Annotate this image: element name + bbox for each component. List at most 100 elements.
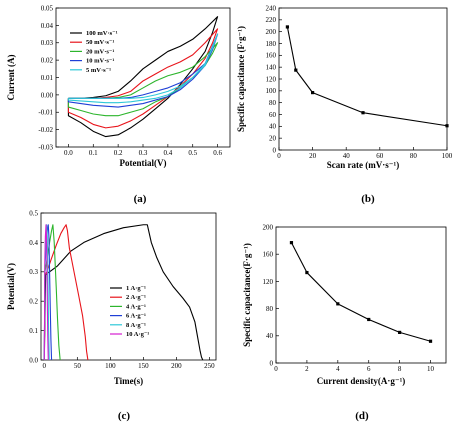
x-axis-label: Scan rate (mV·s⁻¹)	[327, 160, 399, 170]
x-tick-label: 50	[74, 362, 82, 370]
series-line-4	[67, 33, 219, 104]
legend-label: 8 A·g⁻¹	[126, 322, 146, 329]
y-tick-label: 0.2	[29, 298, 38, 306]
legend-label: 5 mV·s⁻¹	[86, 67, 111, 74]
x-tick-label: 100	[442, 152, 453, 160]
data-point	[336, 302, 340, 306]
x-tick-label: 100	[105, 362, 116, 370]
x-tick-label: 6	[367, 365, 371, 373]
y-axis-label: Current (A)	[6, 54, 16, 100]
y-tick-label: 200	[263, 223, 274, 231]
x-tick-label: 0	[277, 152, 281, 160]
data-point	[311, 91, 315, 95]
y-tick-label: 100	[266, 87, 277, 95]
y-tick-label: 0.1	[29, 327, 38, 335]
data-point	[428, 339, 433, 343]
y-axis-label: Specific capacitance(F·g⁻¹)	[242, 243, 252, 347]
y-tick-label: 0.03	[41, 39, 54, 47]
x-tick-label: 0.4	[163, 149, 172, 157]
x-tick-label: 0.3	[139, 149, 148, 157]
x-tick-label: 10	[427, 365, 435, 373]
x-tick-label: 250	[204, 362, 215, 370]
series-line-2	[67, 42, 219, 117]
x-tick-label: 40	[343, 152, 351, 160]
y-tick-label: 40	[266, 332, 274, 340]
series-line-0	[290, 242, 431, 342]
plot-frame	[275, 226, 447, 364]
panel-caption: (d)	[355, 410, 369, 422]
legend-label: 50 mV·s⁻¹	[86, 39, 114, 46]
x-tick-label: 0.5	[188, 149, 197, 157]
series-line-0	[67, 16, 219, 138]
data-point	[398, 330, 402, 334]
y-tick-label: 0.01	[41, 74, 54, 82]
legend-label: 10 mV·s⁻¹	[86, 58, 114, 65]
plot-frame	[278, 7, 448, 151]
y-tick-label: 0.3	[29, 268, 38, 276]
y-tick-label: 120	[263, 278, 274, 286]
y-axis-label: Specific capacitance (F·g⁻¹)	[236, 26, 246, 132]
x-tick-label: 8	[398, 365, 402, 373]
y-axis-label: Potential(V)	[6, 263, 16, 310]
data-point	[361, 111, 365, 115]
legend-label: 6 A·g⁻¹	[126, 313, 146, 320]
y-tick-label: 0.5	[29, 209, 38, 217]
y-tick-label: 200	[266, 28, 277, 36]
y-tick-label: 240	[266, 4, 277, 12]
x-tick-label: 0	[274, 365, 278, 373]
data-point	[294, 68, 298, 72]
x-tick-label: 0.1	[89, 149, 98, 157]
x-tick-label: 60	[376, 152, 384, 160]
x-tick-label: 0.0	[64, 149, 73, 157]
y-tick-label: 120	[266, 75, 277, 83]
series-line-1	[67, 28, 219, 129]
x-tick-label: 4	[336, 365, 340, 373]
panel-c-gcd-curves: 0 50 100 150 200 250 0.0 0.1 0.2 0.3 0.4 0.5 Time(s)…	[6, 209, 217, 422]
series-line-0	[286, 26, 448, 127]
y-tick-label: 180	[266, 40, 277, 48]
data-point	[367, 317, 371, 322]
panel-caption: (c)	[118, 410, 131, 422]
legend-label: 4 A·g⁻¹	[126, 303, 146, 310]
y-tick-label: 0.02	[41, 57, 54, 65]
y-tick-label: 0.00	[41, 91, 54, 99]
plot-frame	[55, 7, 231, 148]
y-tick-label: 60	[269, 111, 277, 119]
y-tick-label: 0.0	[29, 356, 38, 364]
panel-caption: (b)	[361, 193, 375, 205]
y-tick-label: 0.04	[41, 22, 54, 30]
y-tick-label: -0.01	[38, 109, 53, 117]
series-line-2	[43, 224, 61, 361]
series-line-0	[43, 224, 204, 361]
y-tick-label: -0.02	[38, 126, 53, 134]
data-point	[305, 270, 309, 275]
y-tick-label: 220	[266, 16, 277, 24]
legend-label: 2 A·g⁻¹	[126, 294, 146, 301]
x-tick-label: 20	[309, 152, 317, 160]
y-tick-label: 140	[266, 64, 277, 72]
x-axis-label: Time(s)	[114, 376, 143, 386]
x-tick-label: 80	[410, 152, 418, 160]
x-tick-label: 0.6	[213, 149, 222, 157]
data-point	[285, 25, 289, 29]
panel-b-capacitance-vs-scan-rate: 0 20 40 60 80 100 0 20 40 60 80 100 120 140 160 180 200 2…	[236, 4, 453, 205]
legend-label: 20 mV·s⁻¹	[86, 48, 114, 55]
y-tick-label: 0	[273, 146, 277, 154]
x-tick-label: 0.2	[114, 149, 123, 157]
x-tick-label: 2	[305, 365, 309, 373]
x-axis-label: Current density(A·g⁻¹)	[317, 376, 406, 386]
data-point	[289, 241, 294, 245]
legend-label: 100 mV·s⁻¹	[86, 30, 118, 37]
y-tick-label: 0.05	[41, 4, 54, 12]
y-tick-label: 80	[266, 305, 274, 313]
x-axis-label: Potential(V)	[120, 158, 167, 168]
y-tick-label: 160	[263, 251, 274, 259]
y-tick-label: 80	[269, 99, 277, 107]
data-point	[445, 124, 449, 128]
y-tick-label: 40	[269, 123, 277, 131]
panel-d-capacitance-vs-current-density: 0 2 4 6 8 10 0 40 80 120 160 200 Current density(A·g…	[242, 223, 447, 422]
plot-frame	[40, 212, 217, 361]
series-line-5	[43, 224, 49, 361]
y-tick-label: 0	[270, 359, 274, 367]
